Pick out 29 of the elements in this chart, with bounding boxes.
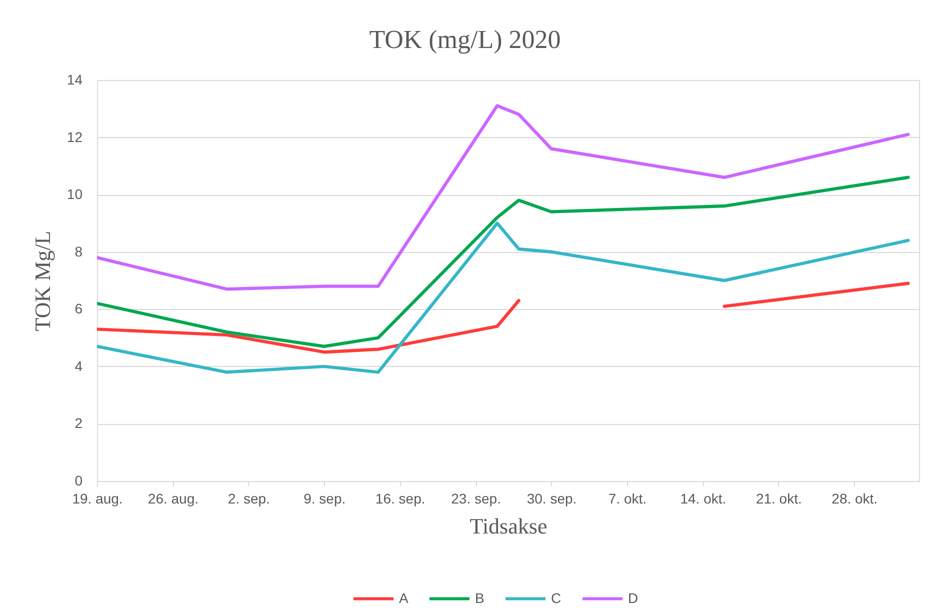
legend-label: C xyxy=(551,590,562,606)
line-series xyxy=(97,176,910,348)
x-tick-label: 26. aug. xyxy=(148,490,199,506)
y-axis-title: TOK Mg/L xyxy=(30,230,55,332)
x-tick-label: 19. aug. xyxy=(72,490,123,506)
line-series xyxy=(97,104,910,291)
x-tick-label: 30. sep. xyxy=(526,490,577,506)
x-tick-label: 7. okt. xyxy=(608,490,647,506)
x-tick-label: 16. sep. xyxy=(375,490,426,506)
y-tick-label: 10 xyxy=(66,186,83,202)
x-tick-label: 2. sep. xyxy=(228,490,270,506)
line-series xyxy=(97,222,910,374)
x-tick-label: 23. sep. xyxy=(451,490,501,506)
y-tick-label: 8 xyxy=(74,243,83,260)
x-tick-label: 28. okt. xyxy=(832,490,878,506)
y-tick-label: 14 xyxy=(66,72,83,88)
y-tick-label: 0 xyxy=(74,472,83,488)
x-tick-label: 14. okt. xyxy=(680,490,726,506)
y-tick-label: 4 xyxy=(74,358,83,374)
x-tick-label: 9. sep. xyxy=(304,490,346,506)
y-tick-label: 6 xyxy=(74,300,83,317)
x-tick-label: 21. okt. xyxy=(756,490,802,506)
legend-label: A xyxy=(399,590,409,606)
legend-label: D xyxy=(628,590,638,606)
y-tick-label: 12 xyxy=(66,128,83,145)
y-tick-label: 2 xyxy=(74,415,83,432)
chart-title: TOK (mg/L) 2020 xyxy=(369,25,561,54)
x-axis-title: Tidsakse xyxy=(470,514,548,538)
legend-label: B xyxy=(475,590,484,606)
